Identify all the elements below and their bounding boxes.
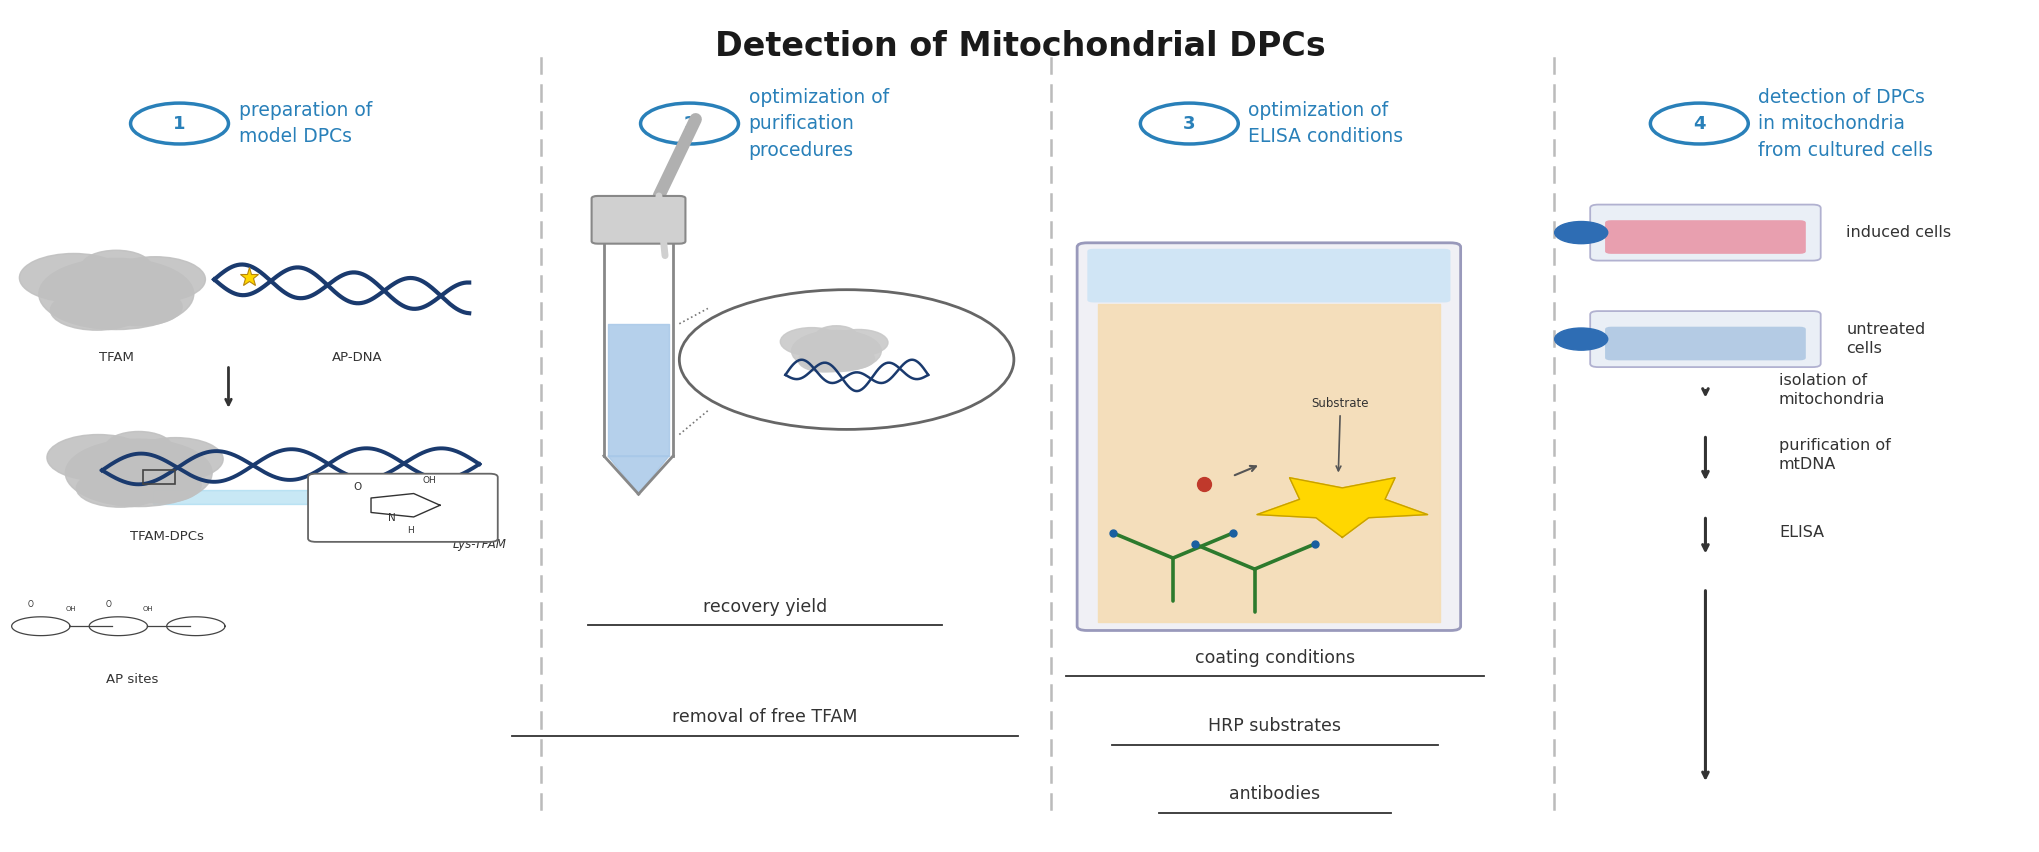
Text: recovery yield: recovery yield xyxy=(703,597,826,616)
Ellipse shape xyxy=(106,431,171,462)
Ellipse shape xyxy=(51,290,143,331)
Text: optimization of
ELISA conditions: optimization of ELISA conditions xyxy=(1248,101,1403,147)
Text: 4: 4 xyxy=(1692,114,1705,133)
Text: HRP substrates: HRP substrates xyxy=(1207,717,1342,735)
FancyBboxPatch shape xyxy=(1605,326,1805,360)
Text: removal of free TFAM: removal of free TFAM xyxy=(673,708,856,727)
Circle shape xyxy=(1554,222,1607,244)
Text: OH: OH xyxy=(65,606,75,612)
Ellipse shape xyxy=(47,435,149,481)
Text: Substrate: Substrate xyxy=(1311,397,1368,471)
Ellipse shape xyxy=(797,348,852,372)
FancyBboxPatch shape xyxy=(308,474,498,542)
Ellipse shape xyxy=(82,250,151,283)
Text: O: O xyxy=(29,601,33,609)
Text: purification of
mtDNA: purification of mtDNA xyxy=(1778,438,1890,472)
Ellipse shape xyxy=(781,328,842,356)
Text: Lys-TFAM: Lys-TFAM xyxy=(453,538,506,551)
Text: OH: OH xyxy=(422,476,436,485)
Text: ELISA: ELISA xyxy=(1778,525,1823,539)
Ellipse shape xyxy=(65,439,212,507)
Text: AP sites: AP sites xyxy=(106,673,159,686)
FancyBboxPatch shape xyxy=(591,196,685,244)
Ellipse shape xyxy=(39,258,194,330)
Polygon shape xyxy=(608,456,669,494)
Ellipse shape xyxy=(830,330,887,356)
FancyBboxPatch shape xyxy=(1590,204,1821,261)
Text: detection of DPCs
in mitochondria
from cultured cells: detection of DPCs in mitochondria from c… xyxy=(1758,88,1933,159)
Text: O: O xyxy=(106,601,110,609)
Text: coating conditions: coating conditions xyxy=(1195,648,1354,667)
Text: TFAM: TFAM xyxy=(98,351,135,364)
Text: untreated
cells: untreated cells xyxy=(1845,322,1925,356)
Text: antibodies: antibodies xyxy=(1230,785,1319,803)
Text: TFAM-DPCs: TFAM-DPCs xyxy=(130,530,204,543)
Text: N: N xyxy=(387,513,396,522)
Text: AP-DNA: AP-DNA xyxy=(332,351,381,364)
Ellipse shape xyxy=(98,288,181,325)
Ellipse shape xyxy=(104,256,206,302)
Text: preparation of
model DPCs: preparation of model DPCs xyxy=(239,101,371,147)
Text: Detection of Mitochondrial DPCs: Detection of Mitochondrial DPCs xyxy=(714,30,1325,63)
Circle shape xyxy=(679,290,1013,429)
Text: O: O xyxy=(353,482,361,492)
FancyBboxPatch shape xyxy=(1087,249,1450,302)
FancyBboxPatch shape xyxy=(1590,311,1821,367)
Ellipse shape xyxy=(20,253,128,302)
Text: isolation of
mitochondria: isolation of mitochondria xyxy=(1778,373,1884,407)
FancyBboxPatch shape xyxy=(1077,243,1460,630)
FancyBboxPatch shape xyxy=(1605,220,1805,254)
Ellipse shape xyxy=(128,438,222,481)
Polygon shape xyxy=(1256,478,1427,538)
Text: 3: 3 xyxy=(1183,114,1195,133)
Text: OH: OH xyxy=(143,606,153,612)
Ellipse shape xyxy=(75,469,165,507)
Ellipse shape xyxy=(120,468,202,503)
Text: 2: 2 xyxy=(683,114,695,133)
Circle shape xyxy=(1554,328,1607,350)
Text: optimization of
purification
procedures: optimization of purification procedures xyxy=(748,88,889,159)
Text: induced cells: induced cells xyxy=(1845,225,1951,240)
Text: H: H xyxy=(406,527,414,535)
Text: 1: 1 xyxy=(173,114,186,133)
Ellipse shape xyxy=(816,325,856,344)
Ellipse shape xyxy=(791,331,881,371)
Ellipse shape xyxy=(824,348,875,370)
